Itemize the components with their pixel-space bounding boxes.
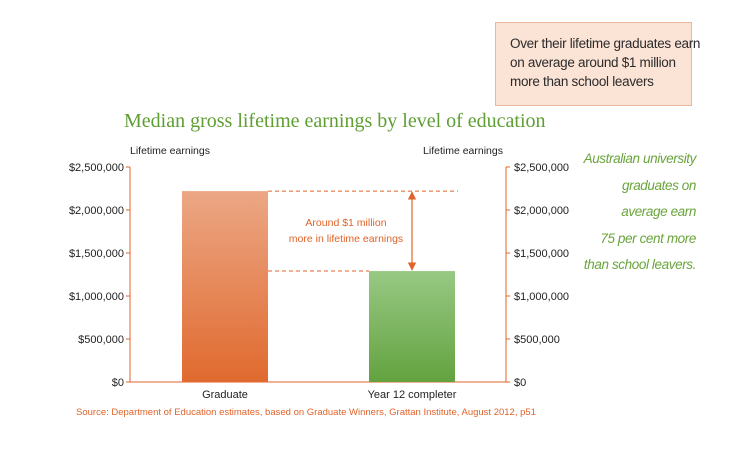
side-note: Australian university graduates on avera…	[570, 146, 697, 279]
left-tick-label: $500,000	[78, 334, 124, 346]
callout-line: more than school leavers	[510, 74, 654, 89]
side-note-line: 75 per cent more	[600, 230, 696, 246]
right-tick-label: $1,000,000	[514, 291, 569, 303]
right-tick-label: $0	[514, 377, 526, 389]
source-note: Source: Department of Education estimate…	[76, 407, 536, 418]
right-tick-label: $2,000,000	[514, 205, 569, 217]
bar-graduate	[182, 191, 268, 382]
annotation-line-2: more in lifetime earnings	[289, 233, 403, 245]
right-tick-label: $1,500,000	[514, 248, 569, 260]
side-note-line: Australian university	[583, 151, 697, 166]
side-note-line: average earn	[621, 204, 696, 219]
left-tick-label: $0	[112, 377, 124, 389]
left-axis-title: Lifetime earnings	[130, 145, 210, 157]
side-note-line: graduates on	[621, 177, 696, 193]
right-axis-ticks: $0 $500,000 $1,000,000 $1,500,000 $2,000,000…	[506, 162, 569, 389]
left-tick-label: $2,500,000	[69, 162, 124, 174]
left-axis-ticks: $0 $500,000 $1,000,000 $1,500,000 $2,000,000…	[69, 162, 130, 389]
bar-year12-completer	[369, 271, 455, 382]
chart-title: Median gross lifetime earnings by level …	[124, 110, 546, 132]
annotation-line-1: Around $1 million	[305, 217, 386, 229]
right-tick-label: $2,500,000	[514, 162, 569, 174]
bars-group	[182, 191, 455, 382]
left-tick-label: $1,500,000	[69, 248, 124, 260]
callout-box: Over their lifetime graduates earn on av…	[495, 22, 701, 106]
right-tick-label: $500,000	[514, 334, 560, 346]
side-note-line: than school leavers.	[583, 257, 696, 272]
left-tick-label: $2,000,000	[69, 205, 124, 217]
left-tick-label: $1,000,000	[69, 291, 124, 303]
category-labels: Graduate Year 12 completer	[202, 389, 457, 401]
callout-line: Over their lifetime graduates earn	[510, 36, 701, 51]
category-label: Year 12 completer	[368, 389, 457, 401]
category-label: Graduate	[202, 389, 248, 401]
callout-line: on average around $1 million	[510, 55, 676, 70]
right-axis-title: Lifetime earnings	[423, 145, 503, 157]
